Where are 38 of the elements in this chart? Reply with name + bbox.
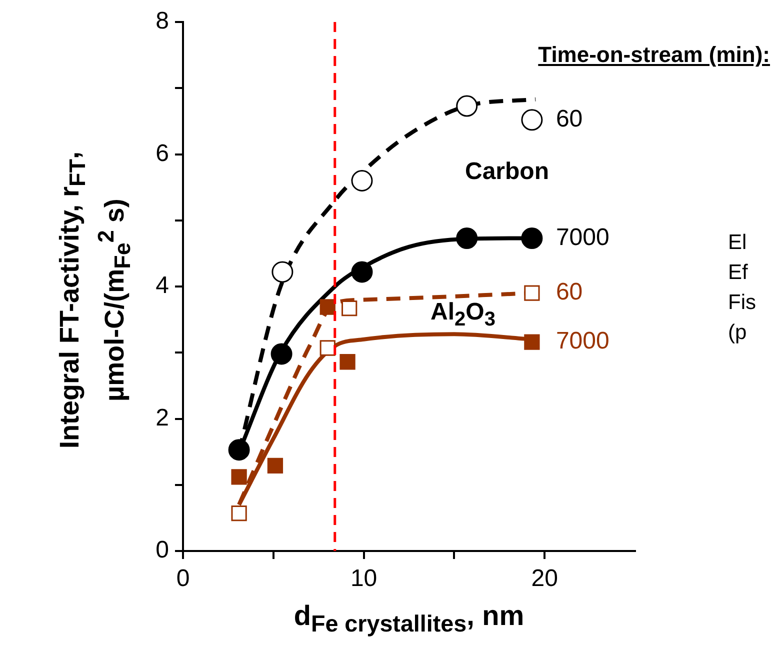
series-label: 7000 bbox=[556, 224, 610, 251]
point bbox=[524, 285, 540, 301]
y-tick-label: 8 bbox=[156, 8, 169, 35]
point bbox=[351, 261, 373, 283]
y-tick-label: 6 bbox=[156, 140, 169, 167]
point bbox=[351, 170, 373, 192]
annotation: Carbon bbox=[465, 158, 549, 186]
point bbox=[521, 227, 543, 249]
text: El bbox=[728, 230, 748, 256]
x-tick-label: 0 bbox=[176, 565, 190, 592]
y-tick-label: 0 bbox=[156, 536, 169, 564]
point bbox=[270, 343, 292, 365]
series-label: 7000 bbox=[556, 328, 610, 355]
annotation: Al$_{2}$O$_{3}$ bbox=[430, 298, 496, 332]
x-tick-label: 20 bbox=[531, 565, 558, 592]
point bbox=[272, 261, 294, 283]
point bbox=[320, 340, 336, 356]
point bbox=[456, 95, 478, 117]
text: Fis bbox=[728, 290, 756, 316]
point bbox=[521, 109, 543, 131]
text: Ef bbox=[728, 260, 749, 286]
point bbox=[342, 300, 358, 316]
point bbox=[456, 227, 478, 249]
point bbox=[231, 469, 247, 485]
series-label: 60 bbox=[556, 105, 583, 132]
y-tick-label: 4 bbox=[156, 272, 169, 300]
point bbox=[231, 505, 247, 522]
x-tick-label: 10 bbox=[350, 565, 378, 592]
text: (p bbox=[728, 320, 748, 346]
y-tick-label: 2 bbox=[156, 404, 169, 432]
point bbox=[320, 299, 336, 315]
point bbox=[340, 354, 356, 370]
series-label: 60 bbox=[556, 278, 583, 306]
x-axis-title: d$_{Fe crystallites}$, nm bbox=[294, 600, 524, 638]
legend-title: Time-on-stream (min): bbox=[538, 42, 770, 68]
point bbox=[267, 458, 284, 474]
point bbox=[524, 334, 540, 350]
point bbox=[228, 439, 250, 461]
